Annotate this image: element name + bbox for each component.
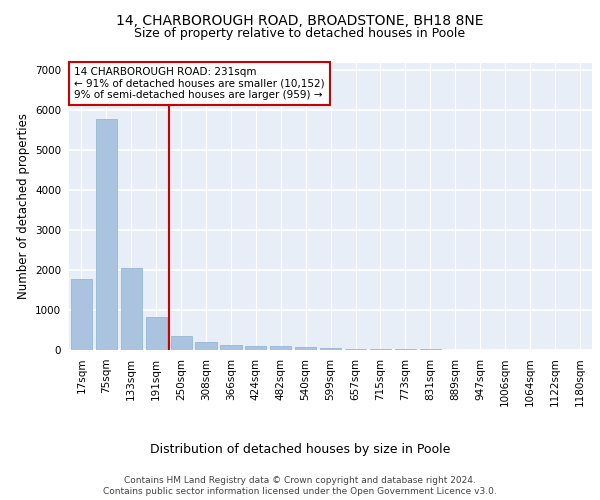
Bar (320, 348, 341, 350)
Bar (96, 119, 117, 350)
Bar (395, 349, 416, 350)
Bar (295, 348, 316, 350)
Bar (121, 268, 142, 350)
Text: Contains HM Land Registry data © Crown copyright and database right 2024.: Contains HM Land Registry data © Crown c… (124, 476, 476, 485)
Text: 14, CHARBOROUGH ROAD, BROADSTONE, BH18 8NE: 14, CHARBOROUGH ROAD, BROADSTONE, BH18 8… (116, 14, 484, 28)
Text: Size of property relative to detached houses in Poole: Size of property relative to detached ho… (134, 27, 466, 40)
Bar (170, 336, 192, 350)
Bar (370, 349, 391, 350)
Text: Distribution of detached houses by size in Poole: Distribution of detached houses by size … (150, 442, 450, 456)
Bar (196, 342, 217, 350)
Bar (220, 345, 242, 350)
Bar (345, 348, 366, 350)
Bar (245, 346, 266, 350)
Text: 14 CHARBOROUGH ROAD: 231sqm
← 91% of detached houses are smaller (10,152)
9% of : 14 CHARBOROUGH ROAD: 231sqm ← 91% of det… (74, 67, 325, 100)
Bar (270, 346, 292, 350)
Bar (71, 279, 92, 350)
Bar (146, 318, 167, 350)
Y-axis label: Number of detached properties: Number of detached properties (17, 114, 29, 299)
Text: Contains public sector information licensed under the Open Government Licence v3: Contains public sector information licen… (103, 487, 497, 496)
